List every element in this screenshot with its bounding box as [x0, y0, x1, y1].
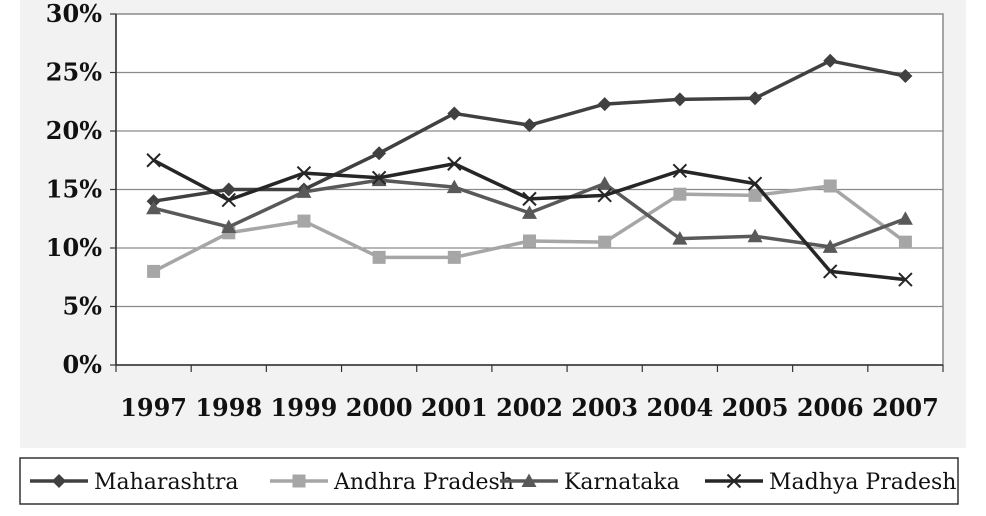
data-point [748, 91, 763, 106]
data-point [898, 272, 913, 287]
x-tick-label: 2005 [722, 393, 789, 422]
series-madhya-pradesh [146, 153, 913, 287]
x-tick-label: 1997 [120, 393, 187, 422]
y-tick-label: 10% [46, 233, 102, 262]
x-tick-label: 1998 [195, 393, 262, 422]
data-point [296, 165, 312, 181]
data-point [672, 163, 688, 178]
data-point [447, 156, 462, 171]
x-tick-label: 2001 [421, 393, 488, 422]
data-point [372, 250, 386, 264]
data-point [823, 53, 838, 68]
legend-item: Madhya Pradesh [705, 470, 956, 495]
legend-label: Karnataka [564, 470, 680, 495]
data-point [597, 188, 612, 203]
data-point [371, 170, 387, 186]
data-point [523, 234, 536, 248]
y-tick-label: 25% [46, 58, 102, 87]
series-karnataka [146, 172, 913, 253]
y-tick-label: 15% [46, 175, 102, 204]
x-tick-label: 1999 [271, 393, 338, 422]
data-point [898, 235, 912, 249]
data-point [447, 106, 462, 121]
data-point [372, 146, 387, 161]
data-point [823, 179, 837, 193]
data-point [822, 239, 838, 253]
x-tick-label: 2000 [346, 393, 413, 422]
data-point [898, 69, 913, 84]
data-point [598, 235, 612, 249]
legend-marker [292, 474, 306, 488]
x-tick-label: 2004 [646, 393, 713, 422]
data-point [672, 231, 688, 245]
data-point [673, 187, 687, 201]
x-tick-label: 2007 [872, 393, 939, 422]
data-point [747, 228, 763, 243]
legend: Maharashtra Andhra Pradesh Karnataka Madhya… [19, 457, 959, 505]
series-group [146, 53, 913, 287]
y-tick-label: 5% [62, 292, 102, 321]
legend-label: Maharashtra [94, 470, 239, 495]
data-point [147, 264, 161, 278]
data-point [296, 184, 312, 198]
legend-item: Maharashtra [30, 470, 239, 495]
data-point [672, 92, 687, 107]
y-tick-label: 0% [62, 350, 102, 379]
legend-item: Andhra Pradesh [270, 470, 514, 495]
data-point [221, 192, 236, 208]
data-point [146, 153, 161, 168]
data-point [221, 219, 237, 233]
data-point [748, 188, 762, 202]
data-point [522, 191, 537, 207]
data-point [823, 264, 838, 279]
legend-marker [52, 474, 66, 488]
data-point [897, 211, 913, 225]
legend-item: Karnataka [500, 470, 680, 495]
x-tick-label: 2003 [571, 393, 638, 422]
legend-marker [521, 473, 537, 487]
data-point [522, 118, 537, 133]
data-point [597, 97, 612, 112]
data-point [446, 179, 462, 194]
data-point [146, 200, 162, 215]
axes: 0% 5% 10% 15% 20% 25% 30% 1997 1998 1999 2000 2001 2… [46, 0, 944, 422]
legend-label: Madhya Pradesh [769, 470, 956, 495]
data-point [522, 205, 537, 219]
legend-marker [726, 473, 742, 489]
data-point [297, 214, 311, 228]
y-tick-label: 20% [46, 116, 102, 145]
x-tick-label: 2002 [496, 393, 563, 422]
legend-label: Andhra Pradesh [333, 470, 514, 495]
legend-box [19, 457, 959, 505]
data-point [747, 176, 763, 191]
data-point [447, 250, 461, 264]
data-point [221, 182, 236, 197]
data-point [597, 176, 613, 190]
y-tick-label: 30% [46, 0, 102, 28]
x-tick-label: 2006 [797, 393, 864, 422]
